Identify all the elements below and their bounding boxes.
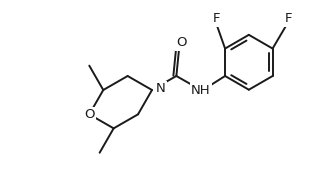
Text: NH: NH xyxy=(191,84,211,97)
Text: O: O xyxy=(84,108,95,121)
Text: F: F xyxy=(285,12,292,25)
Text: O: O xyxy=(176,36,186,50)
Text: F: F xyxy=(213,12,221,25)
Text: N: N xyxy=(156,83,166,95)
